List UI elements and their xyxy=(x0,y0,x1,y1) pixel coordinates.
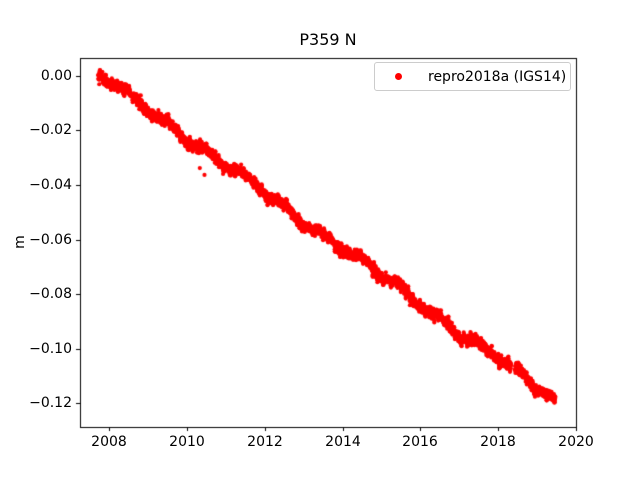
legend: repro2018a (IGS14) xyxy=(374,62,571,91)
y-tick-label: −0.08 xyxy=(29,286,72,302)
x-tick-label: 2016 xyxy=(402,434,438,450)
x-tick-label: 2012 xyxy=(247,434,283,450)
y-tick-label: −0.12 xyxy=(29,395,72,411)
y-tick-label: 0.00 xyxy=(40,68,72,84)
legend-marker-dot-icon xyxy=(395,73,402,80)
y-tick-label: −0.02 xyxy=(29,122,72,138)
y-tick-label: −0.10 xyxy=(29,341,72,357)
legend-entry-label: repro2018a (IGS14) xyxy=(428,68,567,85)
chart-title: P359 N xyxy=(299,30,357,49)
x-tick-label: 2014 xyxy=(325,434,361,450)
y-tick-label: −0.04 xyxy=(29,177,72,193)
x-tick-label: 2020 xyxy=(558,434,594,450)
x-tick-label: 2008 xyxy=(91,434,127,450)
x-tick-label: 2018 xyxy=(480,434,516,450)
y-tick-label: −0.06 xyxy=(29,232,72,248)
x-tick-label: 2010 xyxy=(169,434,205,450)
